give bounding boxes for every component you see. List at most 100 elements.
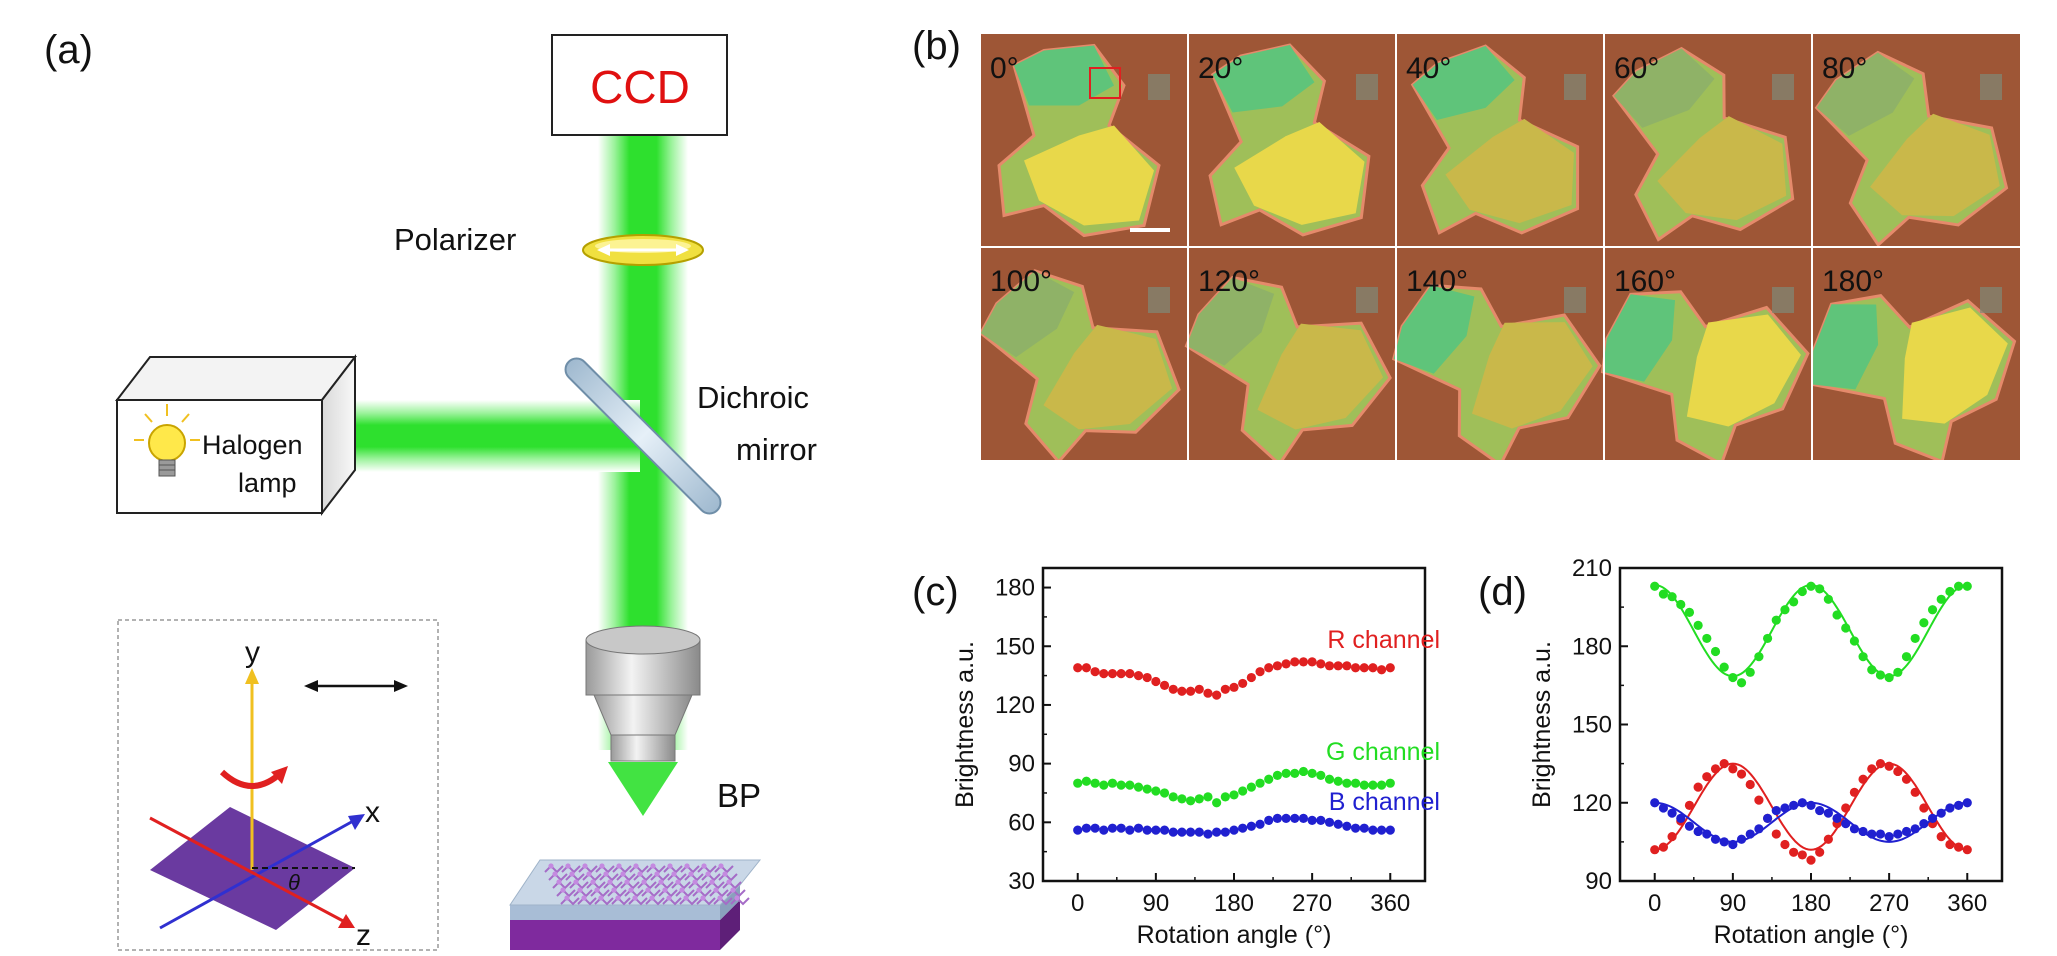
data-point (1953, 842, 1964, 852)
flake-region (1412, 46, 1515, 120)
data-point (1849, 636, 1860, 646)
data-point (1194, 827, 1204, 837)
bp-zigzag (641, 888, 661, 898)
data-point (1081, 663, 1092, 673)
data-point (1316, 815, 1326, 825)
theta-label: θ (288, 870, 300, 895)
y-tick-label: 120 (1572, 790, 1612, 817)
data-point (1333, 819, 1343, 829)
data-point (1185, 686, 1196, 696)
x-axis-label: Rotation angle (°) (1714, 921, 1909, 949)
data-point (1333, 661, 1343, 671)
bp-atom (632, 895, 638, 901)
data-point (1650, 798, 1660, 808)
bp-zigzag (620, 880, 640, 890)
data-point (1125, 825, 1135, 835)
data-point (1806, 855, 1816, 865)
data-point (1385, 825, 1395, 835)
bp-zigzag (603, 880, 623, 890)
data-point (1745, 667, 1755, 677)
data-point (1919, 618, 1929, 628)
bp-atom (717, 895, 723, 901)
data-point (1073, 825, 1083, 835)
bp-atom (701, 863, 707, 869)
objective-lens (585, 625, 701, 762)
data-point (1385, 663, 1395, 673)
data-point (1771, 615, 1781, 625)
data-point (1298, 766, 1309, 777)
data-point (1841, 819, 1851, 829)
data-point (1177, 827, 1187, 837)
bp-zigzag (633, 872, 653, 882)
data-point (1736, 834, 1747, 844)
data-point (1090, 823, 1100, 833)
data-point (1298, 657, 1309, 667)
data-point (1884, 761, 1894, 771)
data-point (1650, 581, 1660, 591)
bp-zigzag (595, 864, 615, 874)
data-point (1815, 805, 1825, 816)
bp-zigzag (607, 888, 627, 898)
bp-atom (577, 887, 583, 893)
setup-panel: CCD Polarizer Dichroic mirror (114, 34, 817, 952)
bp-atom (556, 879, 562, 885)
series-label: G channel (1326, 738, 1440, 766)
data-point (1901, 774, 1912, 784)
data-point (1676, 813, 1686, 824)
flake-region (1186, 277, 1275, 366)
x-tick-label: 0 (1071, 890, 1084, 917)
polarizer (582, 234, 704, 266)
y-axis-label: Brightness a.u. (1528, 641, 1556, 808)
data-point (1962, 845, 1972, 855)
flake-region (1902, 307, 2008, 424)
bp-atom (713, 887, 719, 893)
data-point (1359, 823, 1369, 833)
flake-region (1602, 294, 1676, 382)
data-point (1376, 825, 1387, 835)
bp-atom (637, 871, 643, 877)
bp-zigzag (675, 888, 695, 898)
data-point (1875, 829, 1886, 839)
data-point (1099, 780, 1109, 790)
bp-zigzag (548, 872, 568, 882)
data-point (1867, 829, 1877, 839)
bulb-icon (134, 404, 200, 477)
x-tick-label: 270 (1292, 890, 1332, 917)
data-point (1927, 813, 1938, 824)
flake-region (1870, 113, 2000, 217)
data-point (1884, 672, 1894, 683)
ccd-box (551, 34, 728, 136)
bp-atom (675, 879, 681, 885)
micrograph-tile: 160° (1600, 247, 1812, 460)
data-point (1116, 780, 1126, 790)
data-point (1702, 772, 1712, 782)
bp-atom (598, 895, 604, 901)
bp-atom (628, 887, 634, 893)
data-point (1368, 663, 1378, 673)
micrograph-tile: 80° (1811, 34, 2020, 248)
data-point (1858, 652, 1868, 662)
bp-zigzag (556, 888, 576, 898)
data-point (1203, 829, 1213, 839)
bp-zigzag (671, 880, 691, 890)
micrograph-tile: 180° (1811, 247, 2020, 460)
horizontal-beam (340, 400, 640, 472)
bp-zigzag (692, 888, 712, 898)
panel-label-d: (d) (1478, 570, 1527, 614)
flake-region (1257, 323, 1384, 430)
y-axis-label: Brightness a.u. (951, 641, 979, 808)
data-point (1728, 672, 1738, 683)
data-point (1710, 834, 1721, 844)
data-point (1090, 778, 1100, 788)
bp-atom (722, 871, 728, 877)
bp-atom (607, 879, 613, 885)
series-label: B channel (1329, 788, 1440, 816)
data-point (1081, 776, 1092, 786)
data-point (1693, 826, 1703, 837)
data-point (1936, 594, 1946, 604)
data-point (1376, 665, 1387, 675)
data-point (1220, 827, 1230, 837)
data-point (1376, 780, 1387, 790)
debris (1980, 287, 2002, 313)
angle-label: 100° (990, 265, 1052, 298)
